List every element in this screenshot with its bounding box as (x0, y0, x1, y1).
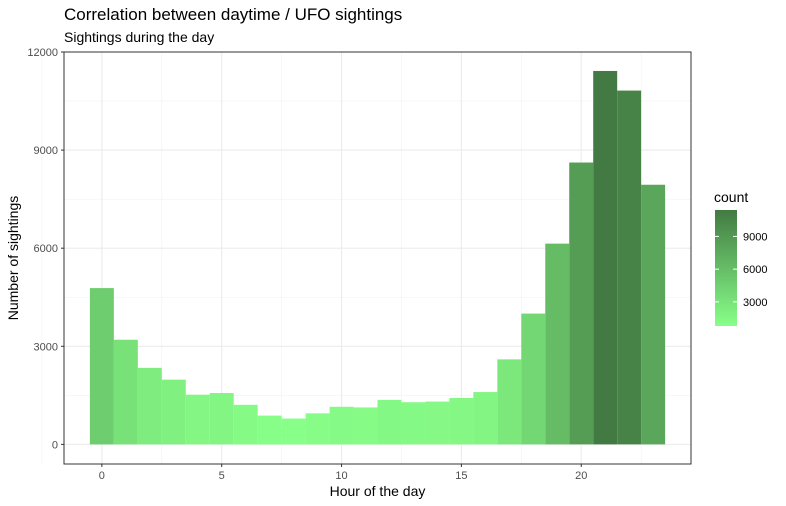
y-tick-label: 12000 (27, 47, 58, 59)
legend-label: 9000 (743, 231, 767, 243)
bar-hour-0 (89, 288, 114, 445)
chart-subtitle: Sightings during the day (64, 29, 215, 45)
bar-hour-8 (281, 418, 306, 445)
bar-hour-13 (401, 402, 426, 445)
legend-label: 3000 (743, 297, 767, 309)
x-axis-title: Hour of the day (330, 483, 426, 499)
bar-hour-10 (329, 406, 354, 445)
x-tick-label: 10 (335, 470, 347, 482)
bar-hour-19 (545, 243, 570, 445)
bar-hour-3 (161, 379, 186, 445)
legend-title: count (714, 189, 748, 205)
plot-panel-border (63, 51, 692, 465)
chart-title: Correlation between daytime / UFO sighti… (64, 5, 403, 24)
x-tick-label: 0 (99, 470, 105, 482)
bar-hour-20 (569, 162, 594, 445)
x-tick-label: 20 (575, 470, 587, 482)
bar-hour-22 (617, 90, 642, 445)
x-tick-label: 5 (219, 470, 225, 482)
bar-hour-9 (305, 413, 330, 445)
bar-hour-21 (593, 70, 618, 445)
bar-hour-15 (449, 397, 474, 445)
y-tick-label: 3000 (34, 341, 58, 353)
y-tick-label: 6000 (34, 243, 58, 255)
bar-hour-1 (113, 339, 138, 445)
y-tick-label: 0 (52, 439, 58, 451)
bar-hour-17 (497, 359, 522, 445)
bar-hour-11 (353, 407, 378, 445)
x-tick-label: 15 (455, 470, 467, 482)
bar-hour-5 (209, 393, 234, 445)
bar-hour-6 (233, 404, 258, 445)
bar-hour-4 (185, 394, 210, 445)
bar-hour-12 (377, 399, 402, 445)
bar-hour-16 (473, 392, 498, 445)
bar-hour-7 (257, 415, 282, 445)
legend-colorbar (715, 210, 737, 326)
bar-hour-2 (137, 367, 162, 445)
bar-hour-14 (425, 401, 450, 445)
axes: 0 3000 6000 9000 12000 0 5 10 15 20 (27, 47, 587, 482)
legend-label: 6000 (743, 264, 767, 276)
color-legend: count 9000 6000 3000 (714, 189, 767, 326)
bar-hour-23 (641, 184, 666, 445)
y-tick-label: 9000 (34, 145, 58, 157)
bars (89, 70, 666, 445)
bar-hour-18 (521, 313, 546, 445)
y-axis-title: Number of sightings (5, 196, 21, 321)
